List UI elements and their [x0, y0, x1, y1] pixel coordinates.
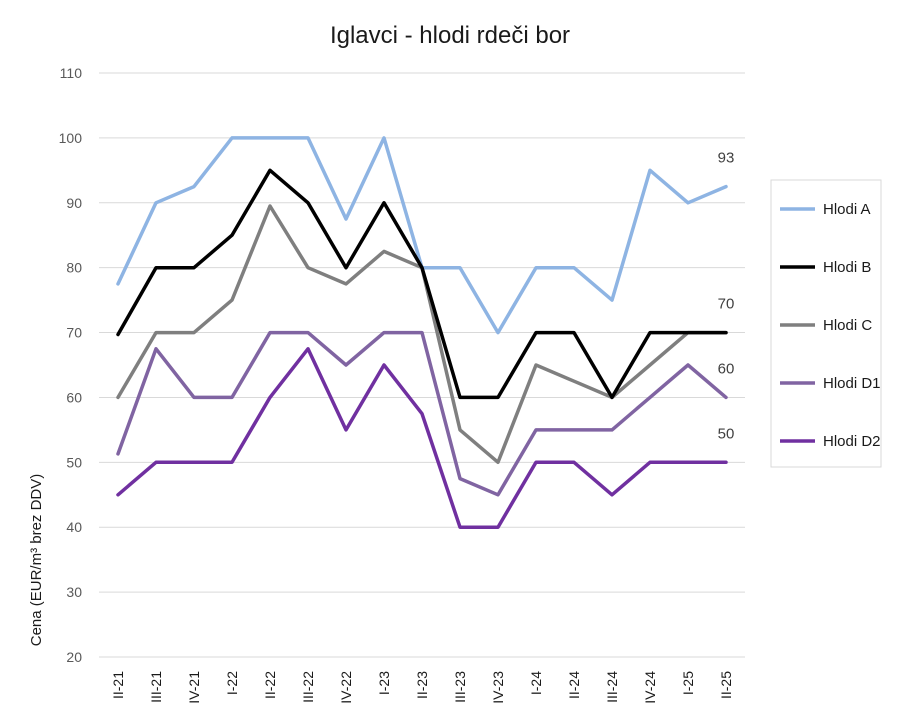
- series-line-hlodi-d2: [116, 347, 728, 529]
- y-tick-label: 60: [66, 389, 82, 405]
- x-axis-ticks: II-21 III-21 IV-21 I-22 II-22 III-22 IV-22 I-23…: [110, 671, 734, 704]
- series-line-hlodi-d1: [116, 330, 728, 497]
- x-tick-label: II-21: [110, 671, 126, 699]
- series-line-hlodi-b: [116, 168, 728, 400]
- data-label: 60: [718, 360, 735, 377]
- legend-label: Hlodi D1: [823, 375, 881, 392]
- legend-label: Hlodi C: [823, 317, 872, 334]
- y-tick-label: 100: [59, 130, 83, 146]
- y-tick-label: 40: [66, 519, 82, 535]
- x-tick-label: III-24: [604, 671, 620, 703]
- y-tick-label: 20: [66, 649, 82, 665]
- y-tick-label: 110: [60, 65, 83, 81]
- x-tick-label: III-22: [300, 671, 316, 703]
- x-tick-label: IV-22: [338, 671, 354, 704]
- y-axis-ticks: 20 30 40 50 60 70 80 90 100 110: [59, 65, 83, 665]
- x-tick-label: I-24: [528, 671, 544, 695]
- series-line-hlodi-a: [116, 136, 728, 335]
- x-tick-label: IV-21: [186, 671, 202, 704]
- x-tick-label: I-22: [224, 671, 240, 695]
- y-tick-label: 30: [66, 584, 82, 600]
- series-lines: [116, 136, 728, 529]
- x-tick-label: III-21: [148, 671, 164, 703]
- y-tick-label: 90: [66, 195, 82, 211]
- legend-label: Hlodi A: [823, 201, 871, 218]
- y-tick-label: 70: [66, 325, 82, 341]
- x-tick-label: II-24: [566, 671, 582, 699]
- x-tick-label: III-23: [452, 671, 468, 703]
- x-tick-label: I-25: [680, 671, 696, 695]
- data-labels: 93 70 60 50: [718, 150, 735, 443]
- y-axis-label: Cena (EUR/m³ brez DDV): [28, 474, 45, 647]
- data-label: 70: [718, 296, 735, 313]
- x-tick-label: II-25: [718, 671, 734, 699]
- legend: Hlodi A Hlodi B Hlodi C Hlodi D1 Hlodi D2: [770, 179, 882, 468]
- legend-label: Hlodi D2: [823, 433, 881, 450]
- x-tick-label: IV-24: [642, 671, 658, 704]
- x-tick-label: I-23: [376, 671, 392, 695]
- chart-title: Iglavci - hlodi rdeči bor: [330, 22, 570, 49]
- data-label: 93: [718, 150, 735, 167]
- data-label: 50: [718, 425, 735, 442]
- x-tick-label: IV-23: [490, 671, 506, 704]
- x-tick-label: II-22: [262, 671, 278, 699]
- legend-label: Hlodi B: [823, 259, 871, 276]
- y-tick-label: 80: [66, 260, 82, 276]
- x-tick-label: II-23: [414, 671, 430, 699]
- y-tick-label: 50: [66, 454, 82, 470]
